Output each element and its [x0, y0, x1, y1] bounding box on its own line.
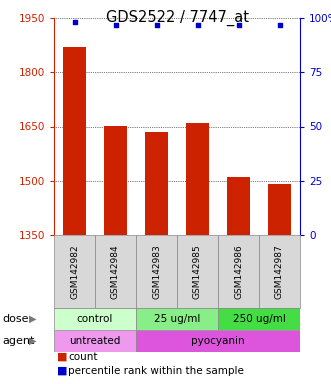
Bar [136, 308, 218, 330]
Text: 250 ug/ml: 250 ug/ml [233, 314, 285, 324]
Text: ■: ■ [57, 352, 68, 362]
Text: control: control [77, 314, 113, 324]
Point [277, 22, 282, 28]
Bar [54, 308, 136, 330]
Text: 25 ug/ml: 25 ug/ml [154, 314, 200, 324]
Bar [259, 235, 300, 308]
Bar [104, 126, 127, 235]
Text: untreated: untreated [69, 336, 121, 346]
Text: pyocyanin: pyocyanin [191, 336, 245, 346]
Text: GSM142983: GSM142983 [152, 244, 161, 299]
Text: ▶: ▶ [29, 336, 37, 346]
Bar [186, 123, 209, 235]
Point [72, 19, 77, 25]
Text: ■: ■ [57, 366, 68, 376]
Bar [95, 235, 136, 308]
Text: ▶: ▶ [29, 314, 37, 324]
Text: percentile rank within the sample: percentile rank within the sample [68, 366, 244, 376]
Text: GSM142984: GSM142984 [111, 244, 120, 299]
Bar [136, 330, 300, 352]
Bar [218, 235, 259, 308]
Text: dose: dose [2, 314, 28, 324]
Bar [218, 308, 300, 330]
Text: count: count [68, 352, 98, 362]
Point [154, 22, 159, 28]
Point [195, 22, 200, 28]
Bar [227, 177, 250, 235]
Point [236, 22, 241, 28]
Bar [54, 330, 136, 352]
Text: GSM142985: GSM142985 [193, 244, 202, 299]
Bar [268, 184, 291, 235]
Text: agent: agent [2, 336, 34, 346]
Text: GSM142986: GSM142986 [234, 244, 243, 299]
Text: GSM142987: GSM142987 [275, 244, 284, 299]
Text: GSM142982: GSM142982 [70, 244, 79, 299]
Bar [177, 235, 218, 308]
Point [113, 22, 118, 28]
Bar [54, 235, 95, 308]
Text: GDS2522 / 7747_at: GDS2522 / 7747_at [106, 10, 249, 26]
Bar [145, 132, 168, 235]
Bar [63, 47, 86, 235]
Bar [136, 235, 177, 308]
